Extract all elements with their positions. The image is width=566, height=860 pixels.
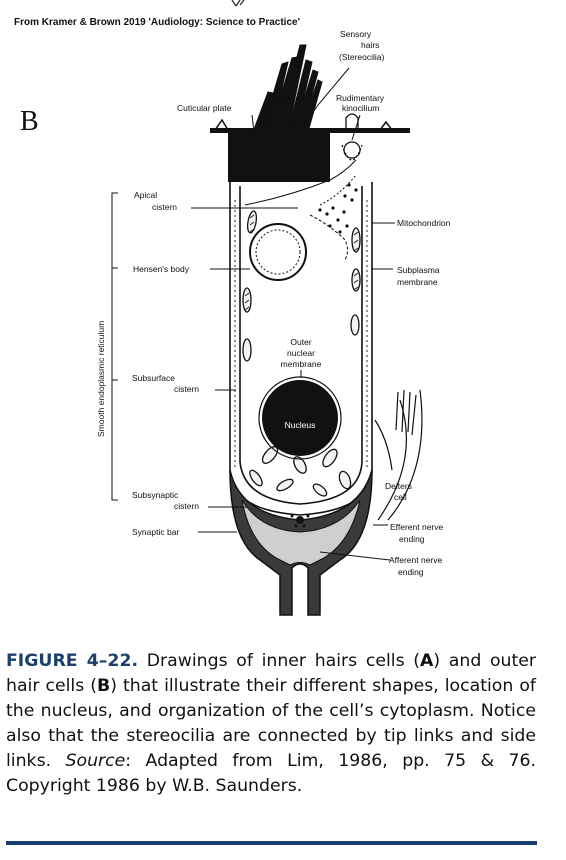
figure-label: FIGURE 4–22. [6, 651, 139, 671]
caption-text-1: Drawings of inner hairs cells ( [138, 651, 420, 671]
label-subsurface: Subsurface [132, 373, 175, 383]
apical-cistern-region [244, 159, 357, 261]
label-sensory-hairs-2: hairs [361, 40, 379, 50]
label-rudimentary: Rudimentary [336, 93, 385, 103]
label-smooth-er: Smooth endoplasmic reticulum [96, 321, 106, 437]
membrane-edge-left [214, 118, 229, 131]
label-cuticular-plate: Cuticular plate [177, 103, 232, 113]
cuticular-plate [228, 130, 330, 182]
outer-nuclear-membrane [258, 376, 342, 460]
label-apical-cistern: cistern [152, 202, 177, 212]
smooth-er-bracket [111, 192, 118, 501]
label-subplasma-membrane: membrane [397, 277, 438, 287]
caption-bold-a: A [420, 651, 434, 671]
label-subsurface-cistern: cistern [174, 384, 199, 394]
label-subsynaptic-cistern: cistern [174, 501, 199, 511]
source-credit: From Kramer & Brown 2019 'Audiology: Sci… [14, 17, 300, 28]
caption-source-word: Source [65, 751, 126, 771]
label-subsynaptic: Subsynaptic [132, 490, 179, 500]
caption-text-4: : Adapted from Lim, 1986, pp. 75 & 76. C… [6, 751, 536, 796]
caption-text-2: ) and outer hair cells ( [6, 651, 537, 696]
label-synaptic-bar: Synaptic bar [132, 527, 179, 537]
label-membrane: membrane [281, 359, 322, 369]
label-sensory-hairs: Sensory [340, 29, 372, 39]
label-nucleus: Nucleus [285, 420, 316, 430]
label-deiters-cell: cell [394, 492, 407, 502]
membrane-edge-right [379, 120, 393, 131]
label-efferent: Efferent nerve [390, 522, 444, 532]
outer-hair-cell-diagram: Sensory hairs (Stereocilia) Cuticular pl… [96, 0, 451, 616]
label-afferent: Afferent nerve [389, 555, 443, 565]
mitochondria-cristae [244, 214, 359, 311]
subsurface-cisterns [234, 200, 368, 470]
bottom-rule [6, 841, 537, 845]
synaptic-region [229, 469, 373, 616]
label-afferent-ending: ending [398, 567, 424, 577]
label-deiters: Deiters [385, 481, 412, 491]
caption-bold-b: B [97, 676, 111, 696]
panel-letter: B [20, 106, 39, 137]
hensens-body [249, 223, 307, 281]
label-kinocilium: kinocilium [342, 103, 379, 113]
apical-vesicles [318, 183, 358, 234]
label-mitochondrion: Mitochondrion [397, 218, 451, 228]
label-stereocilia: (Stereocilia) [339, 52, 385, 62]
label-outer: Outer [290, 337, 311, 347]
figure-caption: FIGURE 4–22. Drawings of inner hairs cel… [6, 649, 536, 799]
label-subplasma: Subplasma [397, 265, 440, 275]
label-apical: Apical [134, 190, 157, 200]
label-efferent-ending: ending [399, 534, 425, 544]
mitochondria [242, 210, 361, 497]
deiters-cell [374, 389, 423, 521]
stereocilia [252, 44, 323, 133]
label-nuclear: nuclear [287, 348, 315, 358]
nucleus [262, 380, 338, 456]
caption-text-3: ) that illustrate their different shapes… [6, 676, 536, 771]
surface-membrane [210, 128, 410, 133]
top-sketch-fragment [231, 0, 245, 7]
kinocilium [341, 113, 363, 161]
leader-lines [191, 67, 395, 561]
label-hensens-body: Hensen's body [133, 264, 190, 274]
